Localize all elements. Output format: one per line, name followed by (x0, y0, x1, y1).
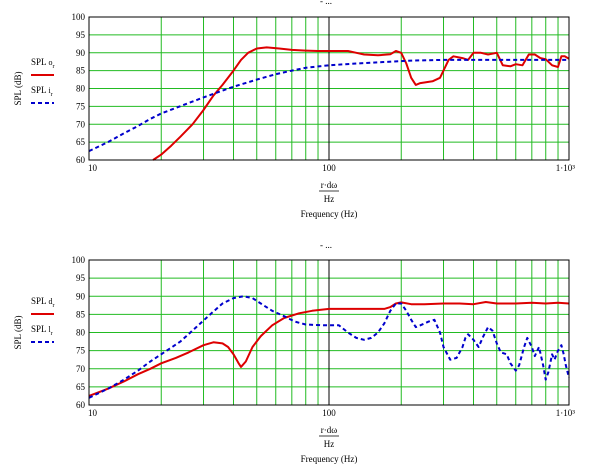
chart-2-top-mark: - ... (320, 240, 332, 250)
y-tick-label: 65 (76, 137, 86, 147)
y-tick-label: 85 (76, 309, 86, 319)
legend-sub: i (48, 86, 51, 95)
legend-subsub: r (52, 303, 54, 309)
chart-2-xlabel-mid: Hz (324, 439, 335, 449)
y-tick-label: 75 (76, 101, 86, 111)
x-tick-label: 10 (88, 163, 98, 173)
chart-1-top-mark: - ... (320, 0, 332, 6)
y-tick-label: 80 (76, 84, 86, 94)
chart-2-xlabel-top: r·dω (321, 425, 337, 435)
y-tick-label: 75 (76, 346, 86, 356)
legend-sub: l (48, 325, 51, 334)
chart-1-ylabel: SPL (dB) (13, 72, 23, 106)
series-line-0 (88, 301, 570, 397)
legend-label-0: SPL dr (31, 296, 54, 309)
legend-subsub: r (51, 92, 53, 98)
series-line-0 (152, 46, 570, 161)
chart-2-ylabel: SPL (dB) (13, 316, 23, 350)
y-tick-label: 80 (76, 328, 86, 338)
y-tick-label: 85 (76, 66, 86, 76)
y-tick-label: 95 (76, 273, 86, 283)
y-tick-label: 60 (76, 155, 86, 165)
x-tick-label: 1·10³ (556, 163, 575, 173)
x-tick-label: 100 (322, 163, 336, 173)
y-tick-label: 90 (76, 48, 86, 58)
legend-sub: o (48, 58, 52, 67)
y-tick-label: 95 (76, 30, 86, 40)
y-tick-label: 60 (76, 400, 86, 410)
chart-1-frame (88, 16, 570, 161)
series-line-1 (88, 58, 569, 153)
y-tick-label: 70 (76, 364, 86, 374)
chart-2-xlabel: Frequency (Hz) (301, 454, 358, 464)
y-tick-label: 90 (76, 291, 86, 301)
y-tick-label: 100 (72, 12, 86, 22)
chart-1-xlabel: Frequency (Hz) (301, 209, 358, 219)
x-tick-label: 10 (88, 408, 98, 418)
y-tick-label: 70 (76, 119, 86, 129)
x-tick-label: 1·10³ (556, 408, 575, 418)
spl-chart-1: 60 65 70 75 80 85 90 95 100 10 100 1·10³ SPL (dB) r… (13, 12, 575, 219)
chart-2-frame (88, 259, 570, 406)
x-tick-label: 100 (322, 408, 336, 418)
y-tick-label: 65 (76, 382, 86, 392)
chart-1-xlabel-mid: Hz (324, 194, 335, 204)
legend-subsub: r (52, 64, 54, 70)
legend-label-1: SPL lr (31, 324, 53, 337)
legend-label-0: SPL or (31, 57, 54, 70)
legend-sub: d (48, 297, 52, 306)
y-tick-label: 100 (72, 255, 86, 265)
spl-chart-2: 60 65 70 75 80 85 90 95 100 10 100 1·10³ SPL (dB) r… (13, 255, 575, 464)
legend-label-1: SPL ir (31, 85, 53, 98)
chart-1-xlabel-top: r·dω (321, 180, 337, 190)
legend-subsub: r (51, 331, 53, 337)
